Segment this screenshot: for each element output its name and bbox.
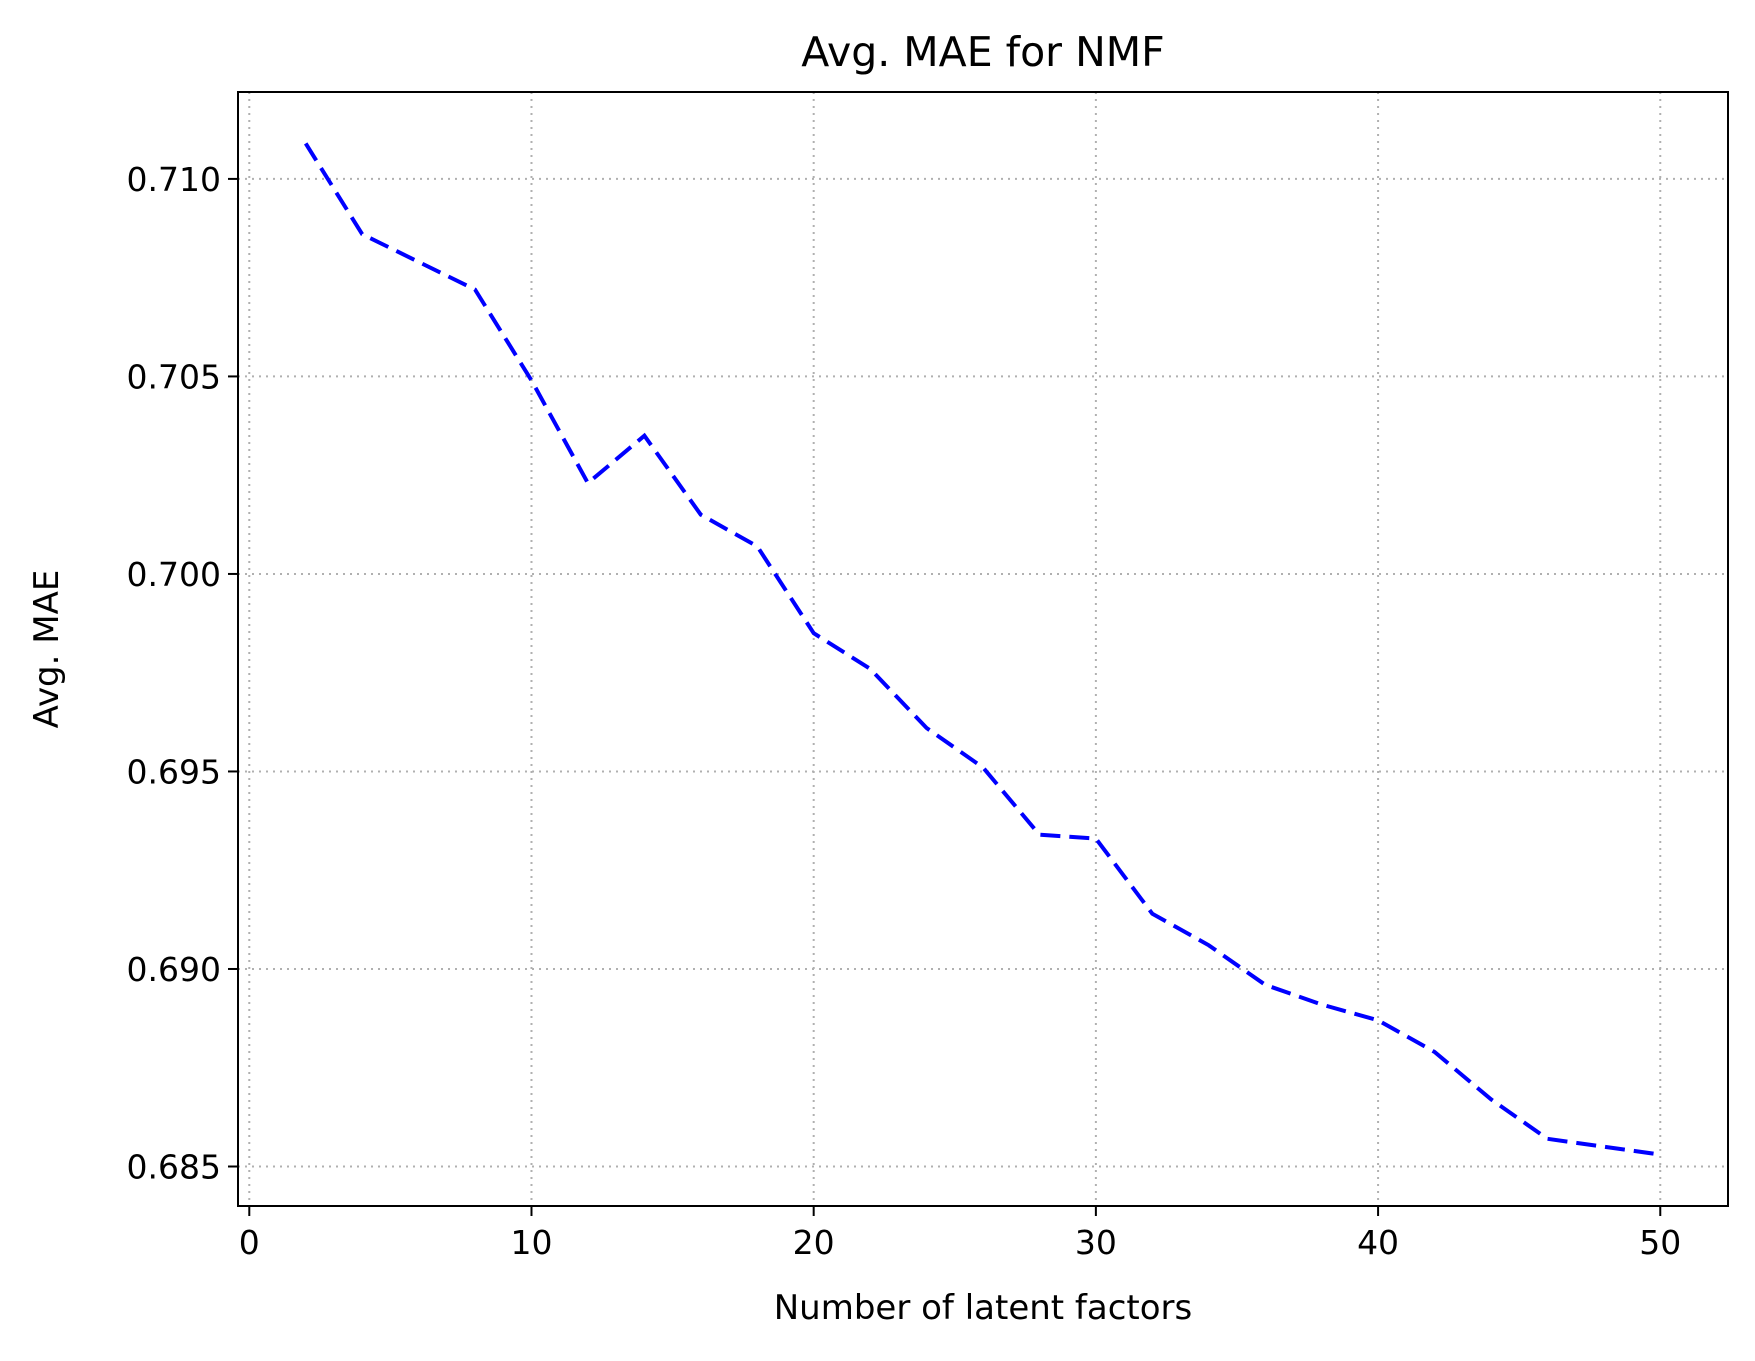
series-layer <box>304 142 1661 1157</box>
y-tick-label: 0.695 <box>127 752 221 791</box>
x-tick-label: 50 <box>1639 1223 1681 1262</box>
y-tick-label: 0.685 <box>127 1147 221 1186</box>
x-tick-label: 30 <box>1075 1223 1117 1262</box>
series-line <box>304 142 1661 1157</box>
x-tick-label: 20 <box>793 1223 835 1262</box>
x-tick-label: 10 <box>510 1223 552 1262</box>
x-axis-ticks: 0 10 20 30 40 50 <box>239 1206 1681 1262</box>
y-axis-ticks: 0.685 0.690 0.695 0.700 0.705 0.710 <box>127 160 238 1186</box>
x-tick-label: 0 <box>239 1223 260 1262</box>
chart-title: Avg. MAE for NMF <box>801 28 1164 76</box>
y-tick-label: 0.710 <box>127 160 221 199</box>
y-tick-label: 0.690 <box>127 950 221 989</box>
grid-lines <box>238 92 1728 1206</box>
x-axis-label: Number of latent factors <box>774 1288 1193 1328</box>
plot-frame <box>237 91 1729 1207</box>
x-tick-label: 40 <box>1357 1223 1399 1262</box>
y-tick-label: 0.700 <box>127 555 221 594</box>
y-axis-label: Avg. MAE <box>27 570 67 729</box>
y-tick-label: 0.705 <box>127 357 221 396</box>
